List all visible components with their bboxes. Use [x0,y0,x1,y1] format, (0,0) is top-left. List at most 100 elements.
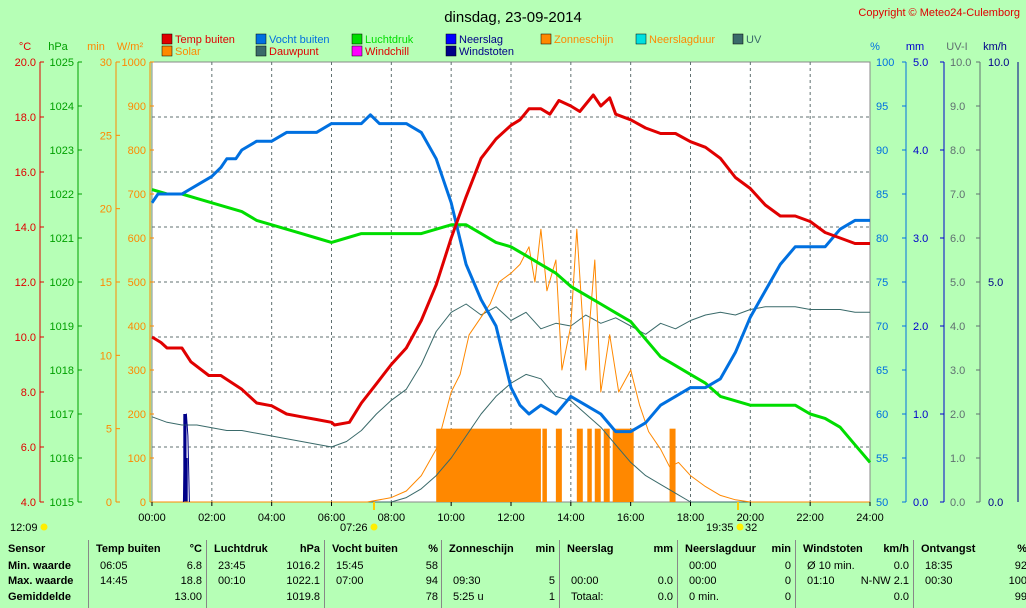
x-axis-tick-label: 08:00 [378,512,406,524]
uv-axis-tick-label: 7.0 [950,189,965,201]
stats-max-time: 00:00 [571,575,599,587]
stats-avg-value: 0.0 [657,591,673,603]
solar-axis-tick-label: 300 [128,365,146,377]
legend-swatch [161,45,173,57]
zonneschijn-bar [603,428,610,502]
stats-column-separator [677,540,678,608]
min-axis-tick-label: 0 [106,497,112,509]
sun-event-sunset-suffix: 32 [745,522,757,534]
copyright-text[interactable]: Copyright © Meteo24-Culemborg [858,7,1020,19]
pressure-axis-tick-label: 1016 [50,453,74,465]
legend-label: Solar [175,46,201,58]
solar-axis-tick-label: 200 [128,409,146,421]
series-line-windstoten [182,413,190,503]
stats-min-time: 15:45 [336,560,364,572]
stats-max-value: 5 [548,575,555,587]
stats-max-value: N-NW 2.1 [860,575,909,587]
solar-axis-tick-label: 100 [128,453,146,465]
legend-swatch [351,45,363,57]
legend-swatch [255,45,267,57]
x-axis-tick-label: 02:00 [198,512,226,524]
stats-min-value: 1016.2 [286,560,320,572]
pressure-axis-tick-label: 1022 [50,189,74,201]
x-axis-tick-label: 20:00 [737,512,765,524]
legend-label: Windchill [365,46,409,58]
zonneschijn-bar [587,428,592,502]
x-axis-tick-label: 12:00 [497,512,525,524]
humidity-axis-tick-label: 75 [876,277,888,289]
bar-layer [183,414,676,502]
uv-axis-tick-label: 6.0 [950,233,965,245]
uv-axis-tick-label: 8.0 [950,145,965,157]
humidity-axis-tick-label: 70 [876,321,888,333]
stats-column-separator [441,540,442,608]
min-axis-tick-label: 20 [100,204,112,216]
stats-column-title: Ontvangst [921,543,976,555]
stats-max-time: 07:00 [336,575,364,587]
stats-avg-time: 0 min. [689,591,719,603]
stats-column-unit: % [1017,543,1026,555]
legend-label: Neerslagduur [649,34,715,46]
legend-swatch [540,33,552,45]
rain-axis-tick-label: 4.0 [913,145,928,157]
stats-sensor-label: Sensor [8,543,46,555]
stats-avg-value: 13.00 [174,591,202,603]
temp-axis-tick-label: 8.0 [21,387,36,399]
stats-max-time: 14:45 [100,575,128,587]
stats-min-time: Ø 10 min. [807,560,855,572]
legend-label: Neerslag [459,34,503,46]
uv-axis-tick-label: 3.0 [950,365,965,377]
stats-max-value: 18.8 [180,575,202,587]
humidity-axis-tick-label: 90 [876,145,888,157]
temp-axis-unit: °C [19,41,31,53]
x-axis-tick-label: 18:00 [677,512,705,524]
rain-axis-unit: mm [906,41,924,53]
uv-axis-tick-label: 5.0 [950,277,965,289]
stats-min-label: Min. waarde [8,560,71,572]
stats-max-time: 00:30 [925,575,953,587]
solar-axis-tick-label: 800 [128,145,146,157]
x-axis-tick-label: 06:00 [318,512,346,524]
uv-axis-tick-label: 1.0 [950,453,965,465]
stats-avg-value: 78 [425,591,438,603]
zonneschijn-bar [576,428,583,502]
temp-axis-tick-label: 20.0 [15,57,36,69]
rain-axis-tick-label: 2.0 [913,321,928,333]
legend-label: Zonneschijn [554,34,613,46]
stats-max-label: Max. waarde [8,575,74,587]
solar-axis-tick-label: 1000 [122,57,146,69]
sun-icon [736,523,744,531]
stats-min-time: 23:45 [218,560,246,572]
x-axis-tick-label: 04:00 [258,512,286,524]
stats-max-value: 0.0 [657,575,673,587]
stats-column-unit: % [428,543,438,555]
stats-column-title: Temp buiten [96,543,161,555]
legend-swatch [732,33,744,45]
chart-title: dinsdag, 23-09-2014 [444,9,582,26]
min-axis-tick-label: 5 [106,424,112,436]
stats-column-unit: hPa [299,543,320,555]
stats-column-unit: min [771,543,791,555]
windstoten-bar [184,414,187,502]
stats-column: Windstoten km/h Ø 10 min. 0.0 01:10 N-NW 2.1 0… [799,540,913,608]
pressure-axis-tick-label: 1024 [50,101,74,113]
x-axis-tick-label: 00:00 [138,512,166,524]
humidity-axis-tick-label: 95 [876,101,888,113]
min-axis-tick-label: 15 [100,277,112,289]
sun-icon [40,523,48,531]
uv-axis-tick-label: 10.0 [950,57,971,69]
stats-max-value: 94 [425,575,438,587]
windstoten-bar [185,458,188,502]
zonneschijn-bar [594,428,601,502]
pressure-axis-tick-label: 1019 [50,321,74,333]
stats-column-title: Neerslagduur [685,543,756,555]
stats-max-value: 0 [784,575,791,587]
temp-axis-tick-label: 16.0 [15,167,36,179]
pressure-axis-tick-label: 1021 [50,233,74,245]
stats-column-title: Zonneschijn [449,543,514,555]
sun-event-sunset: 19:35 [706,522,734,534]
solar-axis-tick-label: 500 [128,277,146,289]
stats-column-unit: °C [189,543,202,555]
legend-swatch [445,33,457,45]
zonneschijn-bar [555,428,562,502]
